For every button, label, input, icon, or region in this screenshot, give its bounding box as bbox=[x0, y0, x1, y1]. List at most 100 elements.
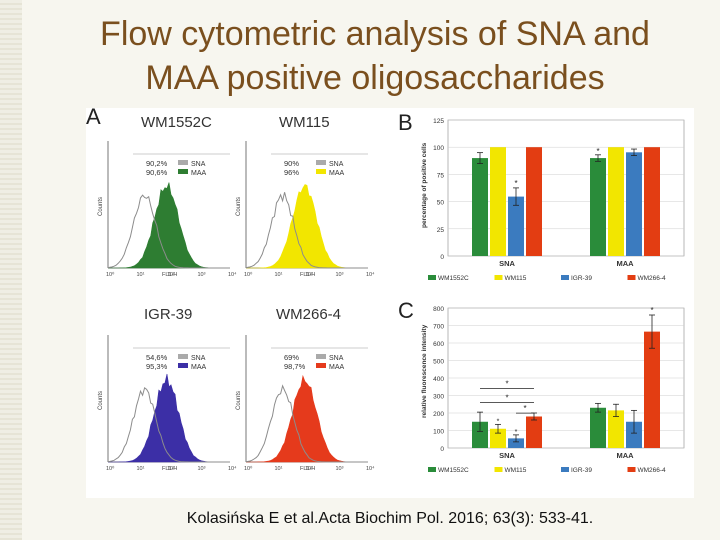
chart-b-y-tick: 0 bbox=[440, 254, 444, 261]
legend-swatch-sna bbox=[316, 160, 326, 165]
chart-c-intensity: 0 100 200 300 400 500 600 700 800 relative fluore… bbox=[421, 306, 685, 474]
chart-b-bar-wm115 bbox=[608, 147, 624, 256]
legend-swatch-maa bbox=[316, 363, 326, 368]
histogram-maa-fill bbox=[246, 184, 368, 269]
chart-c-y-tick: 800 bbox=[433, 306, 444, 313]
histogram-x-tick: 10¹ bbox=[275, 466, 283, 472]
histogram-y-label: Counts bbox=[236, 391, 242, 410]
chart-c-y-tick: 200 bbox=[433, 411, 444, 418]
histogram-x-tick: 10¹ bbox=[137, 272, 145, 278]
histogram-x-tick: 10³ bbox=[198, 466, 206, 472]
chart-c-y-tick: 0 bbox=[440, 446, 444, 453]
legend-label-maa: MAA bbox=[191, 170, 207, 177]
histogram-x-tick: 10¹ bbox=[137, 466, 145, 472]
slide-title-line-2: MAA positive oligosaccharides bbox=[145, 59, 605, 97]
histogram-grid: 90,2%90,6% SNA MAA Counts 10⁰ 10¹ 10² 10³ 10⁴ FL1… bbox=[98, 141, 375, 472]
histogram-x-tick: 10⁴ bbox=[366, 271, 375, 278]
chart-c-bar-wm1552c bbox=[590, 407, 606, 448]
chart-b-legend-swatch bbox=[627, 275, 636, 280]
chart-b-category-label: MAA bbox=[616, 259, 634, 268]
histogram-title-igr39: IGR-39 bbox=[144, 306, 193, 323]
histogram-percent-maa: 95,3% bbox=[146, 362, 168, 371]
chart-b-legend-label: WM266-4 bbox=[638, 275, 667, 282]
histogram-percent-maa: 96% bbox=[284, 168, 299, 177]
chart-b-legend-swatch bbox=[561, 275, 569, 280]
histogram-wm1552c: 90,2%90,6% SNA MAA Counts 10⁰ 10¹ 10² 10³ 10⁴ FL1… bbox=[98, 141, 237, 278]
chart-c-significance-marker: * bbox=[497, 418, 500, 425]
histogram-x-tick: 10⁰ bbox=[106, 465, 115, 472]
chart-b-legend-swatch bbox=[494, 275, 503, 280]
chart-c-bar-wm2664 bbox=[644, 331, 660, 448]
histogram-control-line bbox=[107, 387, 230, 463]
histogram-x-tick: 10² bbox=[305, 272, 313, 278]
legend-label-sna: SNA bbox=[329, 355, 344, 362]
chart-c-legend-label: IGR-39 bbox=[571, 467, 592, 474]
histogram-percent-sna: 90,2% bbox=[146, 159, 168, 168]
chart-b-bar-igr39 bbox=[626, 152, 642, 256]
histogram-x-tick: 10² bbox=[167, 272, 175, 278]
chart-b-category-label: SNA bbox=[499, 259, 515, 268]
histogram-percent-sna: 90% bbox=[284, 159, 299, 168]
chart-b-y-label: percentage of positive cells bbox=[421, 142, 428, 228]
histogram-title-wm266: WM266-4 bbox=[276, 306, 342, 323]
histogram-control-line bbox=[245, 384, 368, 463]
histogram-x-label: FL1-H bbox=[300, 272, 315, 278]
chart-b-y-tick: 75 bbox=[437, 172, 445, 179]
histogram-percent-sna: 54,6% bbox=[146, 353, 168, 362]
histogram-y-label: Counts bbox=[98, 391, 104, 410]
histogram-y-label: Counts bbox=[98, 197, 104, 216]
histogram-x-tick: 10³ bbox=[336, 466, 344, 472]
legend-swatch-sna bbox=[178, 354, 188, 359]
legend-label-sna: SNA bbox=[191, 355, 206, 362]
chart-c-y-tick: 400 bbox=[433, 376, 444, 383]
chart-c-y-label: relative fluorescence intensity bbox=[421, 324, 428, 418]
histogram-wm115: 90%96% SNA MAA Counts 10⁰ 10¹ 10² 10³ 10⁴ FL1-H bbox=[236, 141, 375, 278]
chart-b-y-tick: 50 bbox=[437, 200, 445, 207]
histogram-maa-fill bbox=[108, 373, 230, 463]
slide-title: Flow cytometric analysis of SNA and MAA … bbox=[30, 12, 720, 100]
chart-c-bar-wm115 bbox=[490, 428, 506, 448]
legend-swatch-maa bbox=[316, 169, 326, 174]
chart-c-bar-igr39 bbox=[508, 438, 524, 448]
legend-swatch-maa bbox=[178, 169, 188, 174]
histogram-x-tick: 10⁰ bbox=[244, 271, 253, 278]
chart-b-legend-label: WM115 bbox=[505, 275, 527, 282]
histogram-maa-fill bbox=[246, 374, 368, 463]
chart-c-significance-marker: * bbox=[650, 306, 653, 315]
legend-swatch-sna bbox=[316, 354, 326, 359]
chart-c-category-label: SNA bbox=[499, 451, 515, 460]
chart-c-legend-swatch bbox=[561, 467, 569, 472]
legend-label-maa: MAA bbox=[191, 364, 207, 371]
chart-c-y-tick: 600 bbox=[433, 341, 444, 348]
histogram-x-tick: 10¹ bbox=[275, 272, 283, 278]
histogram-maa-fill bbox=[108, 182, 230, 269]
legend-label-sna: SNA bbox=[191, 161, 206, 168]
chart-b-bar-wm1552c bbox=[590, 158, 606, 256]
histogram-x-tick: 10² bbox=[305, 466, 313, 472]
panel-label-a: A bbox=[86, 104, 101, 129]
chart-c-legend-swatch bbox=[428, 467, 436, 472]
slide-texture-edge bbox=[0, 0, 22, 540]
histogram-x-tick: 10³ bbox=[198, 272, 206, 278]
chart-c-bar-wm2664 bbox=[526, 416, 542, 448]
panel-label-b: B bbox=[398, 110, 413, 135]
histogram-igr39: 54,6%95,3% SNA MAA Counts 10⁰ 10¹ 10² 10³ 10⁴ FL1… bbox=[98, 335, 237, 472]
legend-swatch-maa bbox=[178, 363, 188, 368]
chart-c-significance-marker: * bbox=[523, 404, 526, 413]
legend-label-maa: MAA bbox=[329, 170, 345, 177]
chart-b-bar-wm115 bbox=[490, 147, 506, 256]
histogram-x-label: FL1-H bbox=[162, 272, 177, 278]
chart-c-legend-label: WM266-4 bbox=[638, 467, 667, 474]
histogram-percent-sna: 69% bbox=[284, 353, 299, 362]
histogram-percent-maa: 98,7% bbox=[284, 362, 306, 371]
histogram-wm2664: 69%98,7% SNA MAA Counts 10⁰ 10¹ 10² 10³ 10⁴ FL1-H bbox=[236, 335, 375, 472]
histogram-x-tick: 10⁴ bbox=[228, 465, 237, 472]
chart-c-bar-wm115 bbox=[608, 410, 624, 448]
citation: Kolasińska E et al.Acta Biochim Pol. 201… bbox=[186, 510, 594, 527]
chart-c-significance-marker: * bbox=[505, 380, 508, 389]
legend-swatch-sna bbox=[178, 160, 188, 165]
chart-b-bar-igr39 bbox=[508, 196, 524, 256]
histogram-x-tick: 10⁴ bbox=[366, 465, 375, 472]
histogram-y-label: Counts bbox=[236, 197, 242, 216]
chart-c-significance-marker: * bbox=[505, 394, 508, 403]
